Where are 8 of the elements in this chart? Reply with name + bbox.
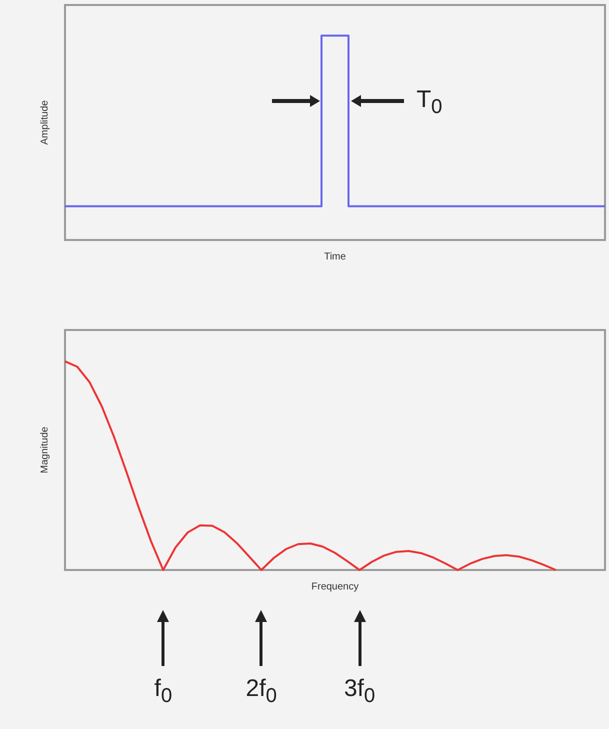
x-axis-title: Frequency: [311, 582, 359, 592]
y-axis-title: Magnitude: [40, 426, 50, 474]
annotation: T$_{0}$: [416, 85, 442, 120]
x-axis-title: Time: [324, 252, 346, 262]
text: 2f$_{0}$: [244, 674, 278, 709]
text: 3f$_{0}$: [342, 674, 376, 709]
text: f$_{0}$: [153, 674, 174, 709]
y-axis-title: Amplitude: [40, 100, 50, 145]
